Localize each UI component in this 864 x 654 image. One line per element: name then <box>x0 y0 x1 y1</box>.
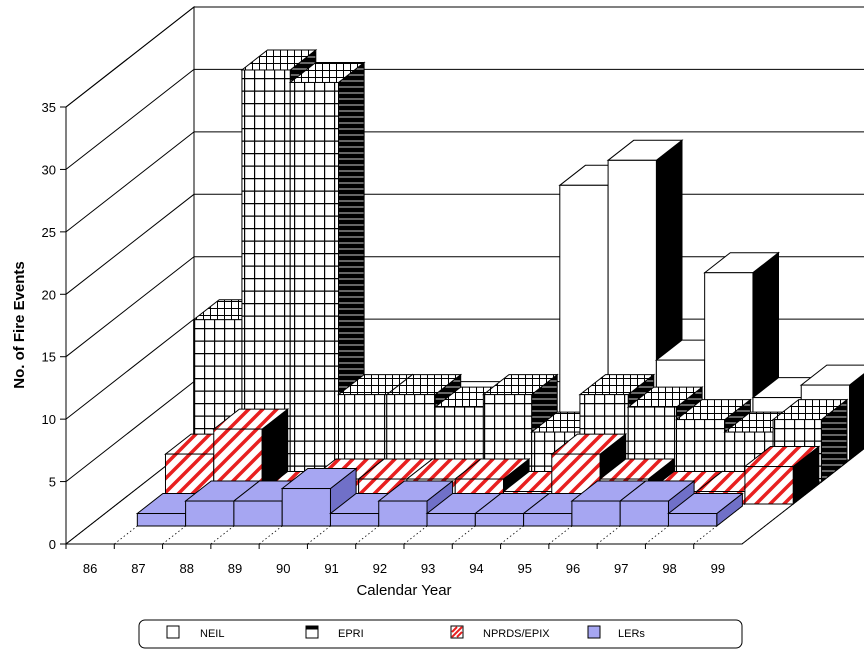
legend-item-lers: LERs <box>587 625 645 640</box>
bar-front <box>523 513 573 527</box>
legend-label-lers: LERs <box>618 628 645 640</box>
y-tick-label: 20 <box>42 287 56 302</box>
bar <box>570 479 648 528</box>
bar <box>743 445 821 506</box>
floor-dotline <box>403 481 484 545</box>
legend-label-neil: NEIL <box>200 628 224 640</box>
y-tick-label: 25 <box>42 225 56 240</box>
bar <box>667 492 744 528</box>
bar-front <box>744 466 794 505</box>
bar <box>288 61 366 484</box>
floor-dotline <box>645 481 726 545</box>
legend-swatch-lers <box>587 625 601 639</box>
x-tick-label: 92 <box>373 561 387 576</box>
bar-front <box>378 500 428 527</box>
series-lers <box>135 467 744 528</box>
legend-label-nprds: NPRDS/EPIX <box>483 628 550 640</box>
floor-dotline <box>596 481 677 545</box>
floor-dotline <box>162 481 243 545</box>
floor-dotline <box>114 481 194 545</box>
x-tick-label: 96 <box>566 561 580 576</box>
y-tick-label: 5 <box>49 475 56 490</box>
legend-label-epri: EPRI <box>338 628 364 640</box>
floor-dotline <box>500 481 581 545</box>
legend-frame <box>138 619 743 649</box>
bar-front <box>281 488 331 527</box>
bar-front <box>289 81 340 483</box>
x-tick-label: 90 <box>276 561 290 576</box>
floor-dotline <box>210 481 291 545</box>
floor-dotline <box>452 481 532 545</box>
bar-front <box>233 500 283 527</box>
x-tick-label: 88 <box>179 561 193 576</box>
floor-dotline <box>355 481 436 545</box>
x-tick-label: 93 <box>421 561 435 576</box>
y-tick-label: 30 <box>42 162 56 177</box>
plot-axes: 0 5 10 15 20 25 30 35 86 87 88 89 90 91 92 93 94 95 96 97 98… <box>42 100 742 576</box>
bar <box>280 467 358 528</box>
legend: NEIL EPRI NPRDS/EPIX LERs <box>138 619 743 649</box>
x-tick-label: 99 <box>711 561 725 576</box>
x-tick-label: 95 <box>517 561 531 576</box>
floor-dotline <box>548 481 629 545</box>
legend-swatch-epri-cap <box>306 626 318 630</box>
x-tick-label: 94 <box>469 561 483 576</box>
x-tick-label: 87 <box>131 561 145 576</box>
x-tick-label: 91 <box>324 561 338 576</box>
bar-front <box>474 513 525 527</box>
plot-bars <box>135 48 864 528</box>
bar-front <box>619 500 669 527</box>
y-tick-label: 10 <box>42 412 56 427</box>
bar-front <box>329 513 380 527</box>
y-tick-label: 0 <box>49 537 56 552</box>
bar-front <box>185 500 235 527</box>
bar-front <box>136 513 187 527</box>
legend-item-nprds: NPRDS/EPIX <box>450 625 550 640</box>
legend-item-neil: NEIL <box>166 625 224 640</box>
gridline <box>65 68 864 170</box>
x-tick-label: 98 <box>662 561 676 576</box>
y-axis-title: No. of Fire Events <box>11 261 28 389</box>
y-tick-label: 15 <box>42 350 56 365</box>
gridline <box>65 6 864 108</box>
x-tick-label: 89 <box>228 561 242 576</box>
legend-swatch-neil <box>166 625 180 639</box>
bar-front <box>667 513 718 527</box>
floor-dotline <box>65 481 146 545</box>
y-tick-label: 35 <box>42 100 56 115</box>
x-axis-title: Calendar Year <box>356 582 451 599</box>
bar-front <box>426 513 476 527</box>
x-tick-label: 86 <box>83 561 97 576</box>
floor-dotline <box>693 481 774 545</box>
legend-item-epri: EPRI <box>305 625 364 640</box>
bar-front <box>571 500 621 527</box>
legend-swatch-nprds-hatch <box>451 626 463 638</box>
floor-dotline <box>307 481 388 545</box>
gridline <box>65 131 864 233</box>
floor-dotline <box>258 481 339 545</box>
x-tick-label: 97 <box>614 561 628 576</box>
floor-dotline <box>741 481 822 545</box>
